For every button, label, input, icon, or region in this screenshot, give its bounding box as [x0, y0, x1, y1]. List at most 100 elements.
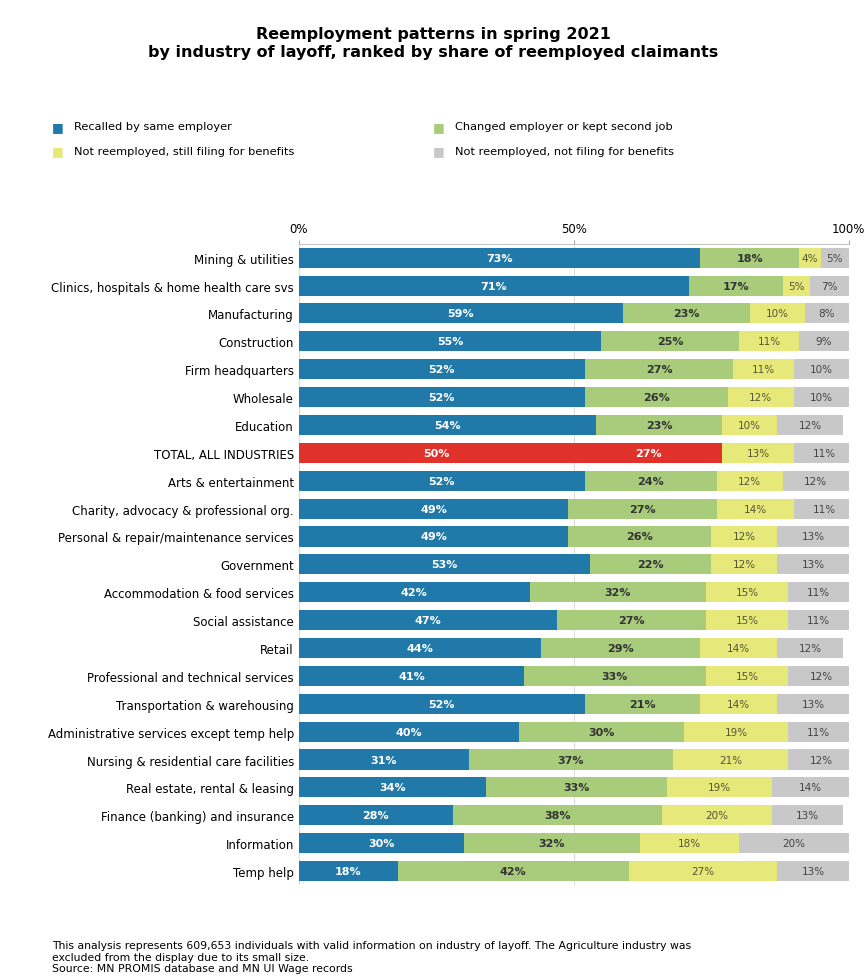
Bar [689, 276, 783, 296]
Bar [568, 499, 717, 519]
Text: 13%: 13% [796, 811, 819, 821]
Bar [299, 722, 519, 742]
Bar [299, 499, 568, 519]
Bar [557, 610, 706, 631]
Bar [783, 471, 849, 491]
Bar [805, 304, 849, 324]
Bar [772, 806, 843, 825]
Text: 15%: 15% [735, 671, 759, 682]
Text: 11%: 11% [758, 337, 780, 347]
Text: 27%: 27% [630, 504, 656, 514]
Text: 5%: 5% [827, 253, 843, 263]
Text: 26%: 26% [626, 532, 653, 542]
Bar [706, 583, 788, 602]
Text: 52%: 52% [429, 699, 455, 709]
Bar [524, 666, 706, 687]
Bar [793, 360, 849, 379]
Bar [299, 833, 463, 854]
Text: 41%: 41% [398, 671, 425, 682]
Text: 12%: 12% [805, 476, 827, 486]
Bar [463, 833, 640, 854]
Text: 52%: 52% [429, 393, 455, 403]
Text: 12%: 12% [738, 476, 761, 486]
Text: 13%: 13% [801, 699, 824, 709]
Text: 26%: 26% [643, 393, 669, 403]
Text: 15%: 15% [735, 615, 759, 626]
Bar [299, 527, 568, 547]
Bar [299, 806, 453, 825]
Text: 14%: 14% [744, 504, 766, 514]
Bar [469, 750, 673, 770]
Text: 37%: 37% [558, 755, 585, 765]
Text: 9%: 9% [816, 337, 832, 347]
Text: 73%: 73% [486, 253, 513, 263]
Bar [717, 499, 793, 519]
Bar [777, 416, 843, 435]
Text: 22%: 22% [637, 559, 664, 570]
Bar [727, 387, 793, 408]
Bar [299, 248, 701, 268]
Bar [788, 722, 849, 742]
Text: ■: ■ [52, 145, 64, 158]
Bar [299, 555, 591, 575]
Bar [585, 360, 734, 379]
Bar [711, 527, 777, 547]
Bar [706, 610, 788, 631]
Text: 31%: 31% [371, 755, 397, 765]
Text: 23%: 23% [646, 421, 672, 430]
Text: 33%: 33% [563, 782, 590, 792]
Text: 14%: 14% [798, 782, 822, 792]
Text: 27%: 27% [618, 615, 645, 626]
Text: 19%: 19% [708, 782, 731, 792]
Text: 21%: 21% [630, 699, 656, 709]
Bar [299, 443, 573, 464]
Bar [722, 416, 777, 435]
Bar [299, 304, 624, 324]
Text: ■: ■ [52, 120, 64, 134]
Text: 19%: 19% [724, 727, 747, 736]
Text: 29%: 29% [607, 644, 634, 653]
Text: 18%: 18% [736, 253, 763, 263]
Bar [722, 443, 793, 464]
Bar [673, 750, 788, 770]
Text: ■: ■ [433, 145, 445, 158]
Bar [799, 332, 849, 352]
Text: 40%: 40% [396, 727, 422, 736]
Bar [777, 862, 849, 881]
Text: 53%: 53% [431, 559, 458, 570]
Text: 15%: 15% [735, 588, 759, 598]
Text: 14%: 14% [727, 644, 750, 653]
Bar [397, 862, 629, 881]
Bar [601, 332, 739, 352]
Bar [299, 276, 689, 296]
Text: 71%: 71% [481, 282, 507, 291]
Bar [453, 806, 662, 825]
Text: 50%: 50% [423, 448, 449, 459]
Text: 11%: 11% [752, 365, 775, 375]
Text: 4%: 4% [802, 253, 818, 263]
Text: 17%: 17% [722, 282, 749, 291]
Text: 14%: 14% [727, 699, 750, 709]
Text: 27%: 27% [635, 448, 662, 459]
Text: 49%: 49% [420, 532, 447, 542]
Text: Changed employer or kept second job: Changed employer or kept second job [455, 122, 672, 132]
Text: 34%: 34% [379, 782, 405, 792]
Text: This analysis represents 609,653 individuals with valid information on industry : This analysis represents 609,653 individ… [52, 940, 691, 973]
Bar [777, 527, 849, 547]
Bar [640, 833, 739, 854]
Bar [777, 555, 849, 575]
Bar [717, 471, 783, 491]
Bar [777, 694, 849, 714]
Text: 44%: 44% [406, 644, 433, 653]
Bar [701, 639, 777, 658]
Text: 42%: 42% [401, 588, 428, 598]
Text: 52%: 52% [429, 476, 455, 486]
Bar [299, 387, 585, 408]
Bar [777, 639, 843, 658]
Bar [299, 610, 557, 631]
Bar [667, 778, 772, 798]
Text: 8%: 8% [818, 309, 835, 319]
Text: 12%: 12% [798, 421, 822, 430]
Text: 30%: 30% [368, 838, 394, 848]
Text: 52%: 52% [429, 365, 455, 375]
